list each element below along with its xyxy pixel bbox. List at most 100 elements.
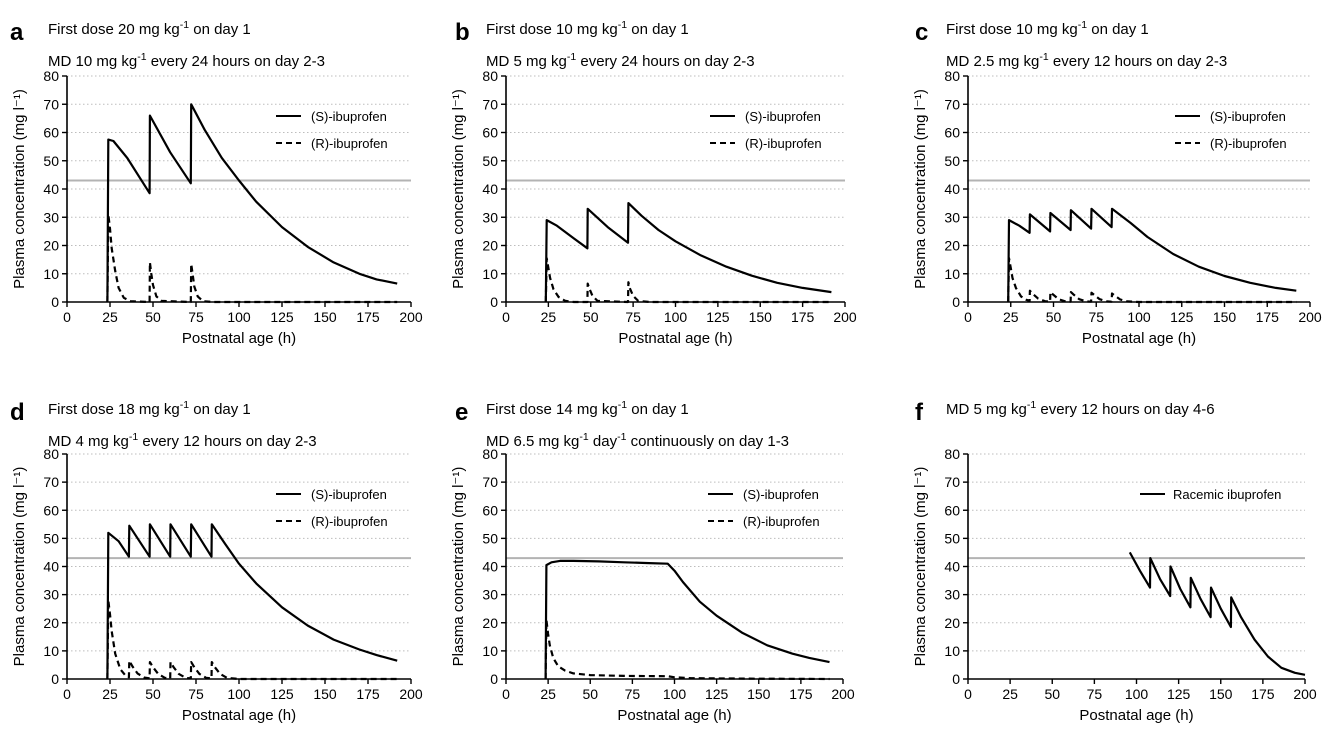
- legend-label: (R)-ibuprofen: [311, 514, 388, 529]
- y-tick-label: 80: [944, 68, 960, 84]
- y-tick-label: 50: [482, 153, 498, 169]
- series-line: [106, 103, 398, 303]
- y-tick-label: 80: [482, 68, 498, 84]
- y-tick-label: 10: [482, 266, 498, 282]
- title-text: MD 5 mg kg: [486, 53, 567, 70]
- x-axis-label: Postnatal age (h): [617, 707, 731, 724]
- x-tick-label: 100: [664, 309, 688, 325]
- title-text: every 12 hours on day 2-3: [138, 433, 316, 450]
- title-superscript: -1: [567, 51, 576, 63]
- x-tick-label: 150: [747, 686, 771, 702]
- x-tick-label: 0: [964, 686, 972, 702]
- chart-title-line: MD 10 mg kg-1 every 24 hours on day 2-3: [48, 51, 325, 70]
- x-axis-label: Postnatal age (h): [1082, 330, 1196, 347]
- y-tick-label: 80: [43, 446, 59, 462]
- chart-title-line: First dose 20 mg kg-1 on day 1: [48, 19, 251, 38]
- title-text: every 12 hours on day 2-3: [1049, 53, 1227, 70]
- x-tick-label: 175: [356, 686, 380, 702]
- title-superscript: -1: [618, 399, 627, 411]
- panel-a: a First dose 20 mg kg-1 on day 1 MD 10 mg …: [10, 19, 423, 347]
- y-axis-label: Plasma concentration (mg l⁻¹): [450, 89, 467, 289]
- x-tick-label: 0: [502, 686, 510, 702]
- title-text: on day 1: [189, 21, 251, 38]
- x-tick-label: 50: [582, 686, 598, 702]
- y-tick-label: 30: [944, 209, 960, 225]
- title-text: on day 1: [1087, 21, 1149, 38]
- x-tick-label: 25: [102, 686, 118, 702]
- y-tick-label: 70: [482, 474, 498, 490]
- x-tick-label: 175: [1256, 309, 1280, 325]
- chart-title-line: First dose 18 mg kg-1 on day 1: [48, 399, 251, 418]
- x-tick-label: 100: [1127, 309, 1151, 325]
- title-superscript: -1: [1078, 19, 1087, 31]
- panel-letter: b: [455, 19, 470, 46]
- x-tick-label: 150: [313, 309, 337, 325]
- series-line: [544, 202, 832, 303]
- chart-title-line: First dose 10 mg kg-1 on day 1: [486, 19, 689, 38]
- x-tick-label: 50: [145, 686, 161, 702]
- panel-letter: c: [915, 19, 928, 46]
- x-axis-label: Postnatal age (h): [618, 330, 732, 347]
- x-tick-label: 125: [270, 686, 294, 702]
- y-tick-label: 20: [43, 238, 59, 254]
- y-tick-label: 60: [482, 502, 498, 518]
- y-tick-label: 70: [482, 96, 498, 112]
- title-text: First dose 18 mg kg: [48, 401, 180, 418]
- series-line: [1007, 207, 1297, 303]
- x-tick-label: 50: [145, 309, 161, 325]
- y-tick-label: 60: [482, 125, 498, 141]
- x-tick-label: 200: [1293, 686, 1317, 702]
- x-tick-label: 0: [964, 309, 972, 325]
- x-tick-label: 100: [227, 686, 251, 702]
- x-tick-label: 175: [1251, 686, 1275, 702]
- x-axis-label: Postnatal age (h): [1079, 707, 1193, 724]
- x-axis-label: Postnatal age (h): [182, 707, 296, 724]
- x-tick-label: 200: [1298, 309, 1322, 325]
- legend-label: (R)-ibuprofen: [743, 514, 820, 529]
- y-tick-label: 10: [43, 643, 59, 659]
- y-tick-label: 70: [43, 474, 59, 490]
- chart-title-line: MD 6.5 mg kg-1 day-1 continuously on day…: [486, 431, 789, 450]
- y-tick-label: 40: [482, 559, 498, 575]
- legend-label: (R)-ibuprofen: [745, 136, 822, 151]
- x-tick-label: 25: [541, 309, 557, 325]
- y-tick-label: 50: [482, 530, 498, 546]
- x-tick-label: 200: [831, 686, 855, 702]
- y-tick-label: 30: [944, 587, 960, 603]
- y-tick-label: 60: [944, 502, 960, 518]
- series-line: [106, 523, 398, 680]
- y-axis-label: Plasma concentration (mg l⁻¹): [11, 467, 28, 667]
- x-tick-label: 200: [399, 686, 423, 702]
- x-tick-label: 150: [313, 686, 337, 702]
- panel-letter: a: [10, 19, 24, 46]
- panel-letter: e: [455, 399, 468, 426]
- y-tick-label: 40: [482, 181, 498, 197]
- x-tick-label: 100: [663, 686, 687, 702]
- panel-b: b First dose 10 mg kg-1 on day 1 MD 5 mg k…: [450, 19, 857, 347]
- y-tick-label: 40: [43, 559, 59, 575]
- x-tick-label: 150: [1209, 686, 1233, 702]
- y-tick-label: 0: [490, 294, 498, 310]
- title-text: every 24 hours on day 2-3: [147, 53, 325, 70]
- y-tick-label: 20: [944, 238, 960, 254]
- x-tick-label: 125: [706, 309, 730, 325]
- legend-label: (S)-ibuprofen: [743, 487, 819, 502]
- x-tick-label: 75: [625, 309, 641, 325]
- series-line: [106, 213, 398, 304]
- panel-letter: f: [915, 399, 924, 426]
- title-superscript: -1: [137, 51, 146, 63]
- chart-title-line: First dose 10 mg kg-1 on day 1: [946, 19, 1149, 38]
- y-tick-label: 60: [944, 125, 960, 141]
- y-axis-label: Plasma concentration (mg l⁻¹): [450, 467, 467, 667]
- y-tick-label: 20: [482, 238, 498, 254]
- y-tick-label: 0: [51, 294, 59, 310]
- series-line: [544, 559, 830, 680]
- y-tick-label: 0: [952, 294, 960, 310]
- title-superscript: -1: [617, 431, 626, 443]
- chart-title-line: MD 2.5 mg kg-1 every 12 hours on day 2-3: [946, 51, 1227, 70]
- title-text: First dose 10 mg kg: [946, 21, 1078, 38]
- y-tick-label: 30: [43, 587, 59, 603]
- y-tick-label: 10: [944, 266, 960, 282]
- y-tick-label: 0: [490, 671, 498, 687]
- panel-f: f MD 5 mg kg-1 every 12 hours on day 4-6 0…: [912, 399, 1317, 724]
